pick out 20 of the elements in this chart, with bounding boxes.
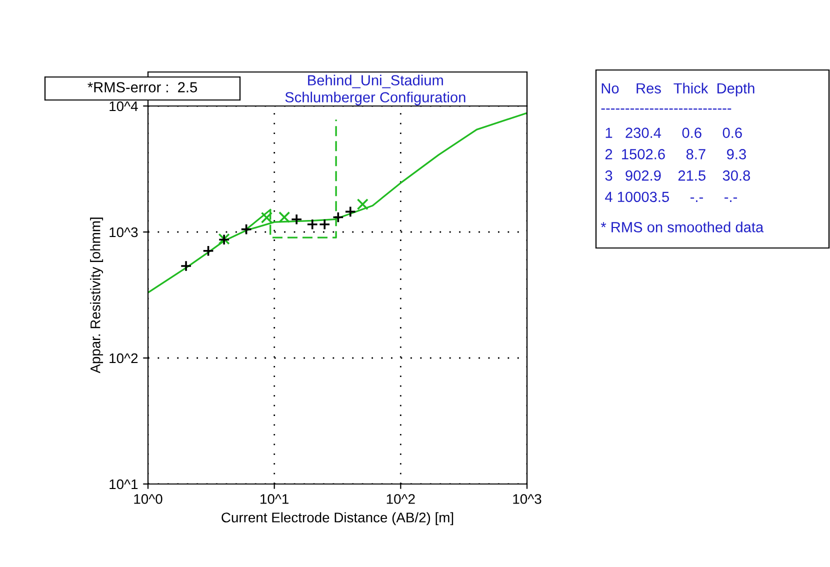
text: 1 230.4 0.6 0.6 (606, 128, 742, 138)
x-tick-label: 10^0 (134, 494, 162, 504)
text: --------------------------- (601, 108, 732, 110)
x-tick-label: 10^2 (386, 494, 415, 504)
chart-title: Behind_Uni_Stadium (308, 74, 443, 88)
y-tick-label: 10^3 (110, 227, 138, 238)
y-tick-label: 10^4 (110, 101, 138, 112)
x-tick-label: 10^1 (260, 494, 288, 504)
y-tick-label: 10^2 (110, 353, 138, 364)
y-tick-label: 10^1 (110, 479, 138, 490)
text: 3 902.9 21.5 30.8 (605, 170, 750, 181)
text: 4 10003.5 -.- -.- (605, 192, 737, 202)
x-axis-title: Current Electrode Distance (AB/2) [m] (222, 512, 454, 526)
text: No Res Thick Depth (602, 82, 754, 96)
y-axis-title: Appar. Resistivity [ohmm] (90, 218, 104, 374)
text: *RMS-error : 2.5 (88, 82, 197, 92)
text: * RMS on smoothed data (600, 222, 764, 232)
x-tick-label: 10^3 (513, 494, 542, 504)
text: 2 1502.6 8.7 9.3 (605, 149, 746, 160)
chart-subtitle: Schlumberger Configuration (285, 92, 466, 106)
